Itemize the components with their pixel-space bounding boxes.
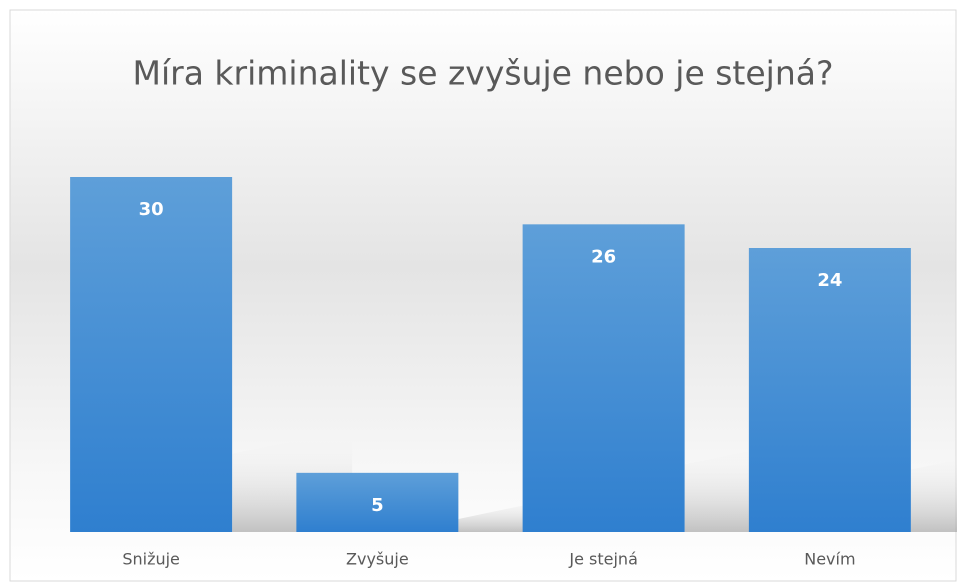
data-label: 5 [371,495,384,516]
bar-shadow [910,459,957,532]
bar [522,224,685,533]
x-tick-label: Je stejná [568,550,638,569]
bar [70,177,233,532]
x-tick-label: Snižuje [122,550,180,569]
data-label: 24 [817,270,842,291]
x-tick-label: Nevím [804,550,855,569]
chart-title: Míra kriminality se zvyšuje nebo je stej… [132,54,833,93]
bar [748,248,911,532]
x-tick-label: Zvyšuje [346,550,409,569]
data-label: 30 [139,199,164,220]
data-label: 26 [591,246,616,267]
bar [296,472,459,532]
